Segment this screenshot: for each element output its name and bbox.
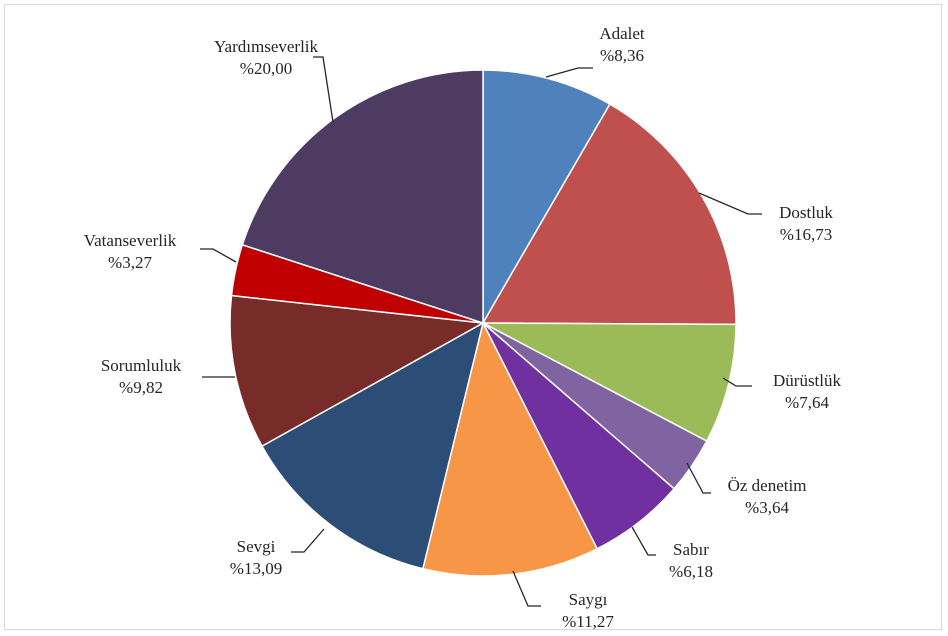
leader-line	[698, 192, 762, 215]
pie-slice-yardımseverlik	[241, 69, 484, 325]
pie-slice-adalet	[482, 69, 611, 326]
pie-slice-sevgi	[260, 321, 485, 570]
slice-label-value: %20,00	[240, 59, 292, 78]
pie-slice-saygı	[421, 320, 599, 577]
slice-label-name: Sorumluluk	[101, 356, 182, 375]
leader-line	[686, 462, 711, 494]
slice-label-name: Saygı	[569, 590, 608, 609]
slice-label-name: Sabır	[673, 540, 709, 559]
slice-label-name: Vatanseverlik	[84, 231, 177, 250]
pie-slices	[229, 69, 737, 577]
slice-label-name: Dürüstlük	[773, 371, 842, 390]
slice-label-name: Yardımseverlik	[214, 37, 319, 56]
slice-label-value: %16,73	[780, 225, 832, 244]
slice-label-value: %13,09	[230, 559, 282, 578]
slice-label-value: %11,27	[562, 612, 614, 631]
leader-line	[722, 377, 752, 387]
leader-line	[291, 528, 325, 553]
slice-label-value: %3,27	[108, 253, 152, 272]
slice-label-name: Dostluk	[779, 203, 833, 222]
leader-line	[313, 56, 334, 123]
slice-label-value: %7,64	[785, 393, 829, 412]
leader-lines	[200, 56, 762, 607]
slice-label-value: %8,36	[600, 46, 644, 65]
leader-line	[545, 67, 593, 78]
slice-label-value: %9,82	[119, 378, 163, 397]
slice-label-name: Adalet	[599, 24, 645, 43]
leader-line	[631, 526, 656, 556]
slice-labels: Adalet %8,36 Dostluk %16,73 Dürüstlük %7,64 Öz…	[84, 24, 842, 631]
pie-slice-dürüstlük	[482, 322, 737, 443]
pie-slice-sorumluluk	[229, 294, 486, 448]
slice-label-value: %3,64	[745, 498, 789, 517]
leader-line	[200, 248, 237, 263]
leader-line	[512, 570, 541, 607]
pie-slice-dostluk	[481, 103, 737, 326]
slice-label-name: Sevgi	[237, 537, 276, 556]
slice-label-name: Öz denetim	[728, 476, 807, 495]
slice-label-value: %6,18	[669, 562, 713, 581]
